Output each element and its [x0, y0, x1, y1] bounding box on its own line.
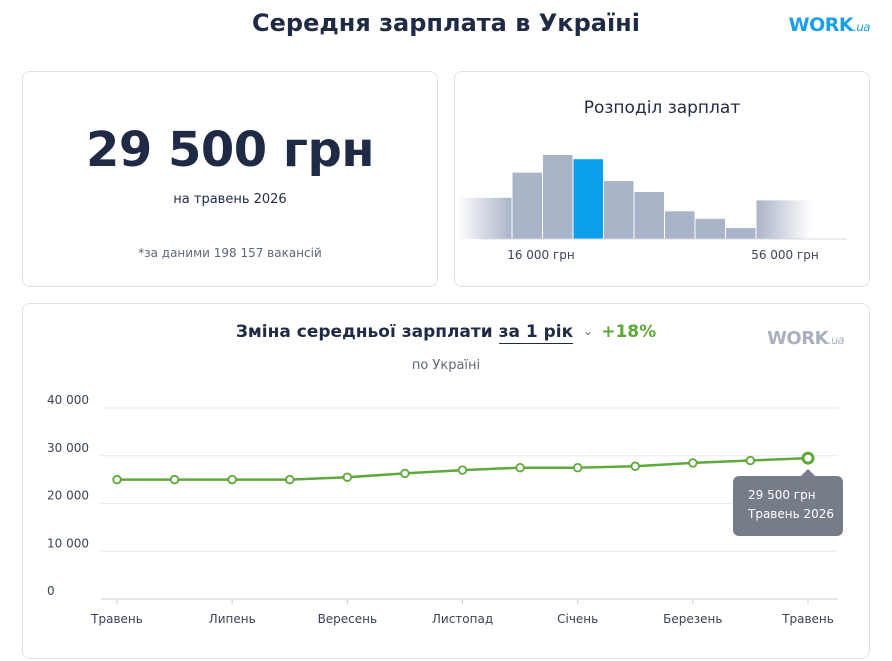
data-point[interactable] [688, 458, 698, 468]
watermark-text: WORK [767, 328, 829, 349]
watermark-suffix: .ua [828, 334, 844, 347]
work-ua-watermark: WORK.ua [767, 328, 844, 349]
salary-trend-chart: 0 10 000 20 000 30 000 40 000 Травень Липень В… [47, 393, 838, 626]
data-point[interactable] [285, 474, 295, 485]
salary-trend-card: Зміна середньої зарплати за 1 рік ⌄ +18% п… [22, 303, 870, 659]
y-tick-label: 30 000 [47, 441, 89, 455]
x-tick-label: Листопад [432, 612, 493, 626]
distribution-bar[interactable] [634, 191, 665, 239]
x-tick-label: Липень [209, 612, 256, 626]
x-tick-label: Травень [781, 612, 834, 626]
distribution-bar[interactable] [695, 218, 726, 239]
data-point[interactable] [457, 465, 468, 475]
distribution-bar[interactable] [512, 172, 543, 239]
distribution-max-label: 56 000 грн [751, 248, 819, 262]
distribution-bar-highlighted[interactable] [573, 159, 604, 239]
page-title: Середня зарплата в Україні [252, 9, 640, 37]
trend-subtitle: по Україні [411, 358, 481, 373]
tooltip-value: 29 500 грн [748, 488, 816, 502]
distribution-bar[interactable] [457, 197, 512, 239]
tooltip-date: Травень 2026 [748, 507, 835, 521]
distribution-histogram: 16 000 грн 56 000 грн [457, 155, 847, 262]
distribution-bar[interactable] [604, 181, 634, 239]
x-tick-label: Вересень [318, 612, 378, 626]
salary-distribution-card: Розподіл зарплат 16 000 грн 56 000 грн [454, 71, 870, 287]
vacancies-footnote: *за даними 198 157 вакансій [138, 246, 322, 260]
data-point[interactable] [515, 462, 525, 473]
distribution-bar[interactable] [726, 228, 756, 239]
salary-period: на травень 2026 [173, 192, 287, 207]
work-ua-logo[interactable]: WORK.ua [788, 14, 871, 36]
chevron-down-icon[interactable]: ⌄ [583, 324, 594, 338]
trend-title: Зміна середньої зарплати [235, 322, 493, 342]
salary-change-percent: +18% [601, 322, 657, 342]
distribution-bar[interactable] [543, 155, 573, 239]
data-point[interactable] [572, 462, 583, 473]
x-tick-label: Травень [90, 612, 143, 626]
data-point[interactable] [112, 474, 122, 485]
distribution-bar[interactable] [756, 200, 812, 239]
data-point[interactable] [227, 474, 237, 485]
data-point-highlighted[interactable] [801, 451, 815, 465]
data-point[interactable] [169, 474, 180, 485]
x-tick-label: Січень [557, 612, 598, 626]
x-tick-label: Березень [663, 612, 722, 626]
y-tick-label: 10 000 [47, 536, 89, 550]
trend-header: Зміна середньої зарплати за 1 рік ⌄ +18% [23, 322, 869, 344]
data-point[interactable] [630, 461, 640, 471]
point-tooltip: 29 500 грн Травень 2026 [733, 469, 843, 536]
data-point[interactable] [745, 455, 756, 466]
distribution-min-label: 16 000 грн [507, 248, 575, 262]
period-select[interactable]: за 1 рік [498, 322, 574, 344]
average-salary-amount: 29 500 грн [85, 122, 375, 178]
average-salary-card: 29 500 грн на травень 2026 *за даними 19… [22, 71, 438, 287]
logo-suffix: .ua [853, 20, 870, 34]
distribution-bar[interactable] [665, 211, 695, 239]
distribution-title: Розподіл зарплат [583, 98, 741, 118]
data-point[interactable] [400, 468, 410, 479]
y-tick-label: 40 000 [47, 393, 89, 407]
logo-text: WORK [788, 14, 854, 36]
y-tick-label: 20 000 [47, 489, 89, 503]
data-point[interactable] [342, 472, 353, 482]
y-tick-label: 0 [47, 584, 55, 598]
